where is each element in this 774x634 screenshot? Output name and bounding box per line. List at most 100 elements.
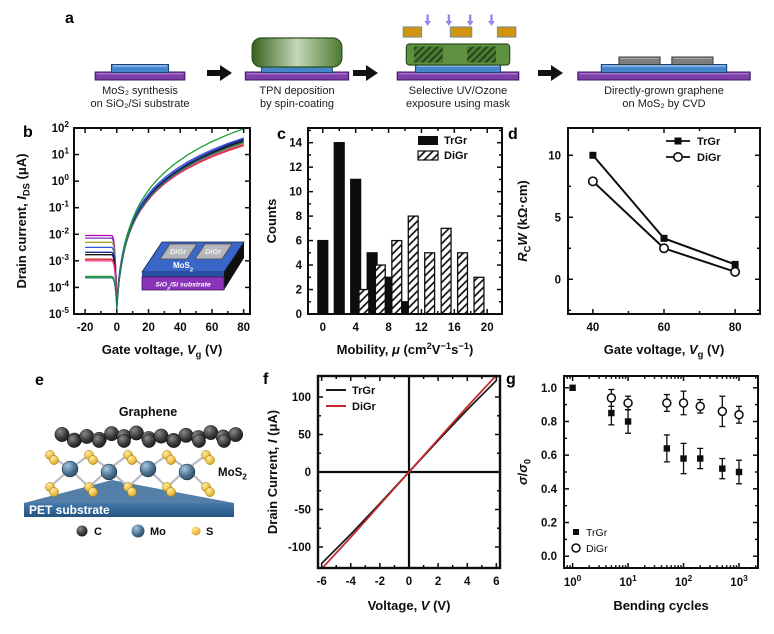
bar — [333, 142, 345, 315]
iv-curves-chart: -6 -4 -2 0 2 4 6 -100 -50 0 50 100 Voltage, V (V) Dra… — [265, 374, 502, 613]
svg-text:C: C — [94, 526, 102, 538]
molybdenum-legend-icon — [131, 524, 145, 538]
svg-text:8: 8 — [385, 322, 392, 334]
process-step-tpn: TPN deposition by spin-coating — [229, 14, 365, 111]
bar — [391, 239, 403, 315]
svg-text:-2: -2 — [375, 576, 385, 588]
process-step-uv-ozone: Selective UV/Ozone exposure using mask — [382, 14, 534, 111]
svg-text:10: 10 — [548, 150, 561, 162]
svg-text:1.0: 1.0 — [541, 383, 557, 395]
svg-text:0: 0 — [320, 322, 326, 334]
data-point — [678, 398, 689, 408]
uv-arrow-icon — [488, 21, 495, 26]
svg-text:14: 14 — [289, 138, 302, 150]
svg-text:10-1: 10-1 — [49, 200, 70, 215]
svg-text:10-3: 10-3 — [49, 253, 70, 268]
data-point — [734, 409, 744, 420]
carbon-atom — [79, 429, 95, 444]
panel-label-b: b — [23, 124, 33, 141]
series-TrGr — [569, 384, 743, 485]
sulfur-atom — [88, 455, 98, 465]
carbon-atom — [167, 434, 181, 448]
carbon-atom — [104, 426, 120, 442]
svg-text:Bending cycles: Bending cycles — [613, 598, 708, 613]
carbon-atom — [142, 434, 156, 448]
svg-text:DiGr: DiGr — [205, 247, 222, 256]
svg-text:-4: -4 — [346, 576, 357, 588]
molybdenum-atom — [61, 460, 79, 478]
svg-text:MoS2: MoS2 — [218, 467, 247, 482]
transfer-curves-chart: 10-5 10-4 10-3 10-2 10-1 100 101 102 -20 0 20 40 60 8… — [14, 120, 251, 360]
svg-text:Mo: Mo — [150, 526, 166, 538]
carbon-atom — [228, 427, 244, 442]
svg-text:16: 16 — [448, 322, 461, 334]
mask-block — [402, 26, 423, 38]
sulfur-atom — [166, 455, 176, 465]
svg-text:DiGr: DiGr — [697, 152, 722, 164]
carbon-atom — [117, 434, 131, 448]
svg-text:SiO2/Si substrate: SiO2/Si substrate — [155, 282, 210, 293]
sulfur-atom — [49, 487, 59, 497]
histogram-series-TrGr — [317, 142, 411, 315]
panel-label-g: g — [506, 371, 516, 388]
svg-text:2: 2 — [435, 576, 441, 588]
data-point — [735, 468, 743, 476]
svg-text:100: 100 — [292, 392, 311, 404]
svg-text:8: 8 — [296, 211, 303, 223]
uv-arrow-icon — [424, 21, 431, 26]
svg-text:6: 6 — [493, 576, 499, 588]
transfer-curves — [85, 128, 244, 310]
carbon-atom — [192, 434, 206, 448]
sulfur-atom — [127, 455, 137, 465]
step-caption-2: TPN deposition by spin-coating — [259, 85, 335, 110]
svg-text:TrGr: TrGr — [586, 527, 608, 539]
svg-text:40: 40 — [174, 322, 187, 334]
legend: TrGr DiGr — [666, 136, 722, 164]
svg-text:0.4: 0.4 — [541, 484, 558, 496]
uv-arrow-icon — [466, 21, 474, 26]
contact-resistance-chart: 40 60 80 0 5 10 Gate voltage, Vg (V) RCW (kΩ·cm… — [515, 127, 761, 360]
svg-text:MoS2: MoS2 — [173, 261, 193, 274]
sulfur-atom — [166, 487, 176, 497]
transfer-curve-9 — [85, 141, 244, 308]
graphene-layer — [54, 425, 244, 448]
graphene-strip — [618, 56, 661, 65]
sulfur-atom — [88, 487, 98, 497]
molybdenum-atom — [178, 463, 196, 481]
step-caption-1: MoS₂ synthesis on SiO₂/Si substrate — [90, 85, 190, 110]
carbon-atom — [92, 434, 106, 448]
svg-text:2: 2 — [296, 285, 302, 297]
svg-text:0: 0 — [555, 274, 561, 286]
iv-curves — [321, 376, 497, 568]
carbon-atom — [129, 425, 144, 441]
tpn-film-graphic — [244, 37, 350, 81]
bar — [424, 252, 436, 315]
histogram-series-DiGr — [358, 215, 485, 315]
panel-label-d: d — [508, 126, 518, 143]
svg-text:20: 20 — [481, 322, 494, 334]
sulfur-atom — [127, 487, 137, 497]
uv-exposed-region — [467, 46, 496, 63]
graphene-pad — [159, 243, 198, 260]
svg-text:10: 10 — [289, 187, 302, 199]
data-point — [697, 455, 704, 462]
bar — [456, 252, 469, 315]
svg-text:102: 102 — [52, 120, 70, 135]
sulfur-atom — [205, 455, 215, 465]
legend: TrGr DiGr — [417, 135, 469, 162]
svg-text:S: S — [206, 526, 213, 538]
legend: TrGr DiGr — [326, 385, 377, 413]
data-point — [680, 455, 687, 462]
svg-text:DiGr: DiGr — [586, 543, 608, 555]
svg-text:101: 101 — [52, 147, 70, 162]
svg-text:40: 40 — [586, 322, 599, 334]
svg-text:100: 100 — [564, 574, 582, 589]
uv-ozone-mask-graphic — [396, 14, 520, 81]
series-DiGr — [606, 388, 744, 428]
svg-text:10-2: 10-2 — [49, 226, 70, 241]
svg-text:σ/σ0: σ/σ0 — [515, 459, 533, 485]
bar — [358, 288, 370, 315]
svg-text:80: 80 — [237, 322, 250, 334]
carbon-atom — [217, 434, 231, 448]
pet-substrate: PET substrate — [24, 480, 234, 517]
